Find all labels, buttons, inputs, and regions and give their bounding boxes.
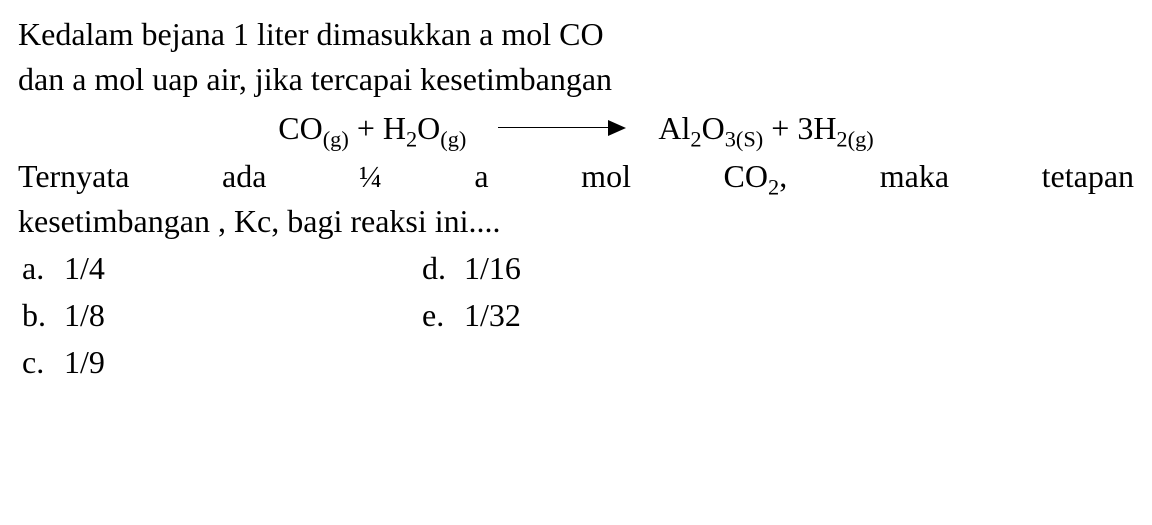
o3s-sub: 3(S)	[725, 126, 764, 151]
option-b-value: 1/8	[64, 293, 105, 338]
equation-left: CO(g) + H2O(g)	[278, 106, 466, 151]
option-a-value: 1/4	[64, 246, 105, 291]
o-text: O	[702, 110, 725, 146]
line3-part2: a mol CO	[382, 158, 768, 194]
equation-right: Al2O3(S) + 3H2(g)	[658, 106, 873, 151]
h2o-o: O	[417, 110, 440, 146]
option-a-letter: a.	[22, 246, 48, 291]
option-d-value: 1/16	[464, 246, 521, 291]
option-e: e. 1/32	[422, 293, 1134, 338]
h2g-sub: 2(g)	[836, 126, 873, 151]
option-c-letter: c.	[22, 340, 48, 385]
co-sub: (g)	[323, 126, 349, 151]
option-c-value: 1/9	[64, 340, 105, 385]
option-b-letter: b.	[22, 293, 48, 338]
plus-2: + 3H	[763, 110, 836, 146]
question-line-4: kesetimbangan , Kc, bagi reaksi ini....	[18, 199, 1134, 244]
option-a: a. 1/4	[22, 246, 402, 291]
question-line-3: Ternyata ada ¼ a mol CO2, maka tetapan	[18, 154, 1134, 199]
plus-1: +	[349, 110, 383, 146]
option-d-letter: d.	[422, 246, 448, 291]
al2-sub: 2	[690, 126, 701, 151]
line3-part3: , maka tetapan	[779, 158, 1134, 194]
chemical-equation: CO(g) + H2O(g) Al2O3(S) + 3H2(g)	[18, 106, 1134, 151]
co-text: CO	[278, 110, 322, 146]
co2-sub: 2	[768, 175, 779, 200]
answer-options: a. 1/4 d. 1/16 b. 1/8 e. 1/32 c. 1/9	[18, 246, 1134, 384]
reaction-arrow-icon	[498, 120, 626, 136]
al-text: Al	[658, 110, 690, 146]
h2o-2: 2	[406, 126, 417, 151]
fraction-quarter: ¼	[359, 160, 382, 194]
option-b: b. 1/8	[22, 293, 402, 338]
option-e-letter: e.	[422, 293, 448, 338]
h2o-h: H	[383, 110, 406, 146]
question-line-1: Kedalam bejana 1 liter dimasukkan a mol …	[18, 12, 1134, 57]
question-line-2: dan a mol uap air, jika tercapai kesetim…	[18, 57, 1134, 102]
h2o-sub: (g)	[440, 126, 466, 151]
line3-part1: Ternyata ada	[18, 158, 359, 194]
option-d: d. 1/16	[422, 246, 1134, 291]
option-c: c. 1/9	[22, 340, 402, 385]
option-e-value: 1/32	[464, 293, 521, 338]
